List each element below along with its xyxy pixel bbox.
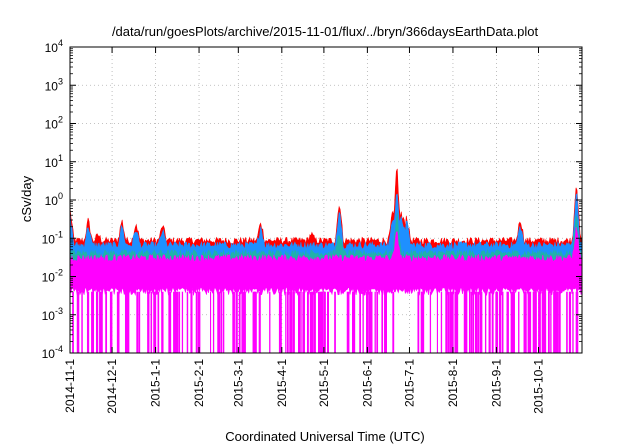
y-tick-label: 101 xyxy=(45,153,63,170)
series-magenta-area xyxy=(69,227,583,297)
y-axis-title: cSv/day xyxy=(19,175,34,222)
y-tick-label: 10-1 xyxy=(42,229,63,246)
x-tick-label: 2015-6-1 xyxy=(360,359,374,407)
x-tick-label: 2014-11-1 xyxy=(63,359,77,413)
x-tick-label: 2014-12-1 xyxy=(105,359,119,414)
plot-area xyxy=(69,168,583,353)
x-tick-label: 2015-7-1 xyxy=(403,359,417,407)
x-tick-label: 2015-9-1 xyxy=(489,359,503,407)
x-tick-label: 2015-4-1 xyxy=(275,359,289,407)
y-tick-label: 10-4 xyxy=(42,344,63,361)
chart-title: /data/run/goesPlots/archive/2015-11-01/f… xyxy=(112,24,539,39)
series-blue-area xyxy=(69,193,583,266)
grid xyxy=(69,46,582,354)
axis-ticks: 10-4 10-3 10-2 10-1 100 101 102 103 104 2014-11-1… xyxy=(42,38,582,414)
x-axis-title: Coordinated Universal Time (UTC) xyxy=(225,429,424,444)
x-tick-label: 2015-5-1 xyxy=(317,359,331,407)
y-tick-label: 10-2 xyxy=(42,268,63,285)
y-tick-label: 100 xyxy=(45,191,63,208)
x-tick-label: 2015-8-1 xyxy=(446,359,460,407)
y-tick-label: 103 xyxy=(45,76,63,93)
y-tick-label: 10-3 xyxy=(42,306,63,323)
x-tick-label: 2015-3-1 xyxy=(231,359,245,407)
x-tick-label: 2015-1-1 xyxy=(149,359,163,407)
x-tick-label: 2015-10-1 xyxy=(532,359,546,414)
y-tick-label: 102 xyxy=(45,115,63,132)
y-tick-label: 104 xyxy=(45,38,63,55)
x-tick-label: 2015-2-1 xyxy=(192,359,206,407)
